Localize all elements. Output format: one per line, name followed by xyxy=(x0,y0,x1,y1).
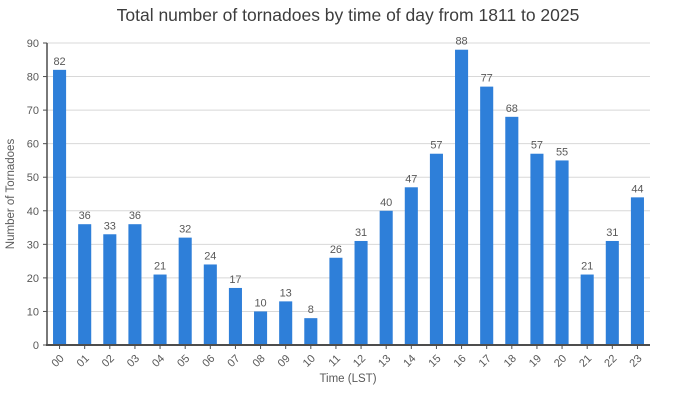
y-tick-label: 80 xyxy=(27,72,39,84)
x-tick-label: 21 xyxy=(577,353,594,370)
x-tick-label: 06 xyxy=(200,353,217,370)
x-tick-label: 11 xyxy=(326,353,343,370)
x-tick-label: 22 xyxy=(602,353,619,370)
bar xyxy=(329,257,343,345)
x-tick-label: 05 xyxy=(175,353,192,370)
bar xyxy=(103,234,117,345)
bar xyxy=(279,301,293,345)
y-tick-label: 40 xyxy=(27,206,39,218)
x-tick-label: 03 xyxy=(125,353,142,370)
axes xyxy=(46,43,650,346)
x-tick-label: 18 xyxy=(502,353,519,370)
bar xyxy=(153,274,167,345)
bar xyxy=(203,264,217,345)
y-axis-title: Number of Tornadoes xyxy=(5,139,17,250)
bar-value-label: 10 xyxy=(254,297,266,309)
bar-value-label: 24 xyxy=(204,250,216,262)
bar-value-label: 47 xyxy=(405,173,417,185)
chart-title: Total number of tornadoes by time of day… xyxy=(117,5,580,25)
bar-value-label: 44 xyxy=(631,183,643,195)
bar xyxy=(404,187,418,345)
bar-value-label: 31 xyxy=(355,227,367,239)
y-tick-label: 20 xyxy=(27,273,39,285)
bar-value-label: 8 xyxy=(308,304,314,316)
bar-value-label: 26 xyxy=(330,244,342,256)
x-tick-label: 00 xyxy=(50,353,67,370)
x-tick-label: 08 xyxy=(251,353,268,370)
bar xyxy=(304,318,318,345)
bar-value-label: 13 xyxy=(280,287,292,299)
y-tick-label: 70 xyxy=(27,105,39,117)
bar xyxy=(254,311,268,345)
bar xyxy=(505,116,519,345)
x-tick-label: 10 xyxy=(301,353,318,370)
bar xyxy=(580,274,594,345)
bar-value-label: 21 xyxy=(581,261,593,273)
bar-value-label: 33 xyxy=(104,220,116,232)
y-tick-label: 60 xyxy=(27,139,39,151)
bar xyxy=(354,240,368,345)
bar xyxy=(455,49,469,345)
x-tick-label: 04 xyxy=(150,353,167,370)
x-tick-label: 19 xyxy=(527,353,544,370)
x-tick-label: 09 xyxy=(276,353,293,370)
bar xyxy=(128,224,142,345)
x-tick-label: 17 xyxy=(477,353,494,370)
bar-value-label: 21 xyxy=(154,261,166,273)
x-tick-label: 15 xyxy=(426,353,443,370)
bar xyxy=(605,240,619,345)
bar xyxy=(178,237,192,345)
x-tick-label: 20 xyxy=(552,353,569,370)
x-tick-label: 16 xyxy=(452,353,469,370)
bar xyxy=(53,69,67,345)
bar-value-label: 55 xyxy=(556,146,568,158)
y-tick-label: 30 xyxy=(27,239,39,251)
bar-series: 82 36 33 36 21 32 24 17 10 13 8 26 31 40 47 57 88 77 68 57 5… xyxy=(53,36,644,345)
bar-value-label: 77 xyxy=(481,73,493,85)
y-tick-label: 50 xyxy=(27,172,39,184)
bar-value-label: 57 xyxy=(430,140,442,152)
bar-value-label: 82 xyxy=(53,56,65,68)
bar-value-label: 17 xyxy=(229,274,241,286)
x-axis-title: Time (LST) xyxy=(319,373,376,385)
bar xyxy=(429,153,443,345)
x-tick-label: 01 xyxy=(75,353,92,370)
x-tick-label: 12 xyxy=(351,353,368,370)
bar xyxy=(630,197,644,345)
bar-value-label: 32 xyxy=(179,224,191,236)
bar-value-label: 68 xyxy=(506,103,518,115)
x-tick-label: 02 xyxy=(100,353,117,370)
bar xyxy=(78,224,92,345)
y-tick-label: 10 xyxy=(27,306,39,318)
y-tick-label: 90 xyxy=(27,38,39,50)
bar xyxy=(555,160,569,345)
x-tick-label: 13 xyxy=(376,353,393,370)
x-tick-label: 23 xyxy=(627,353,644,370)
bar-value-label: 40 xyxy=(380,197,392,209)
bar-value-label: 88 xyxy=(455,36,467,48)
bar xyxy=(228,287,242,345)
bar-value-label: 31 xyxy=(606,227,618,239)
bar xyxy=(530,153,544,345)
bar-value-label: 36 xyxy=(79,210,91,222)
y-tick-label: 0 xyxy=(33,340,39,352)
bar-value-label: 57 xyxy=(531,140,543,152)
bar-value-label: 36 xyxy=(129,210,141,222)
bar xyxy=(480,86,494,345)
x-tick-label: 07 xyxy=(225,353,242,370)
x-tick-label: 14 xyxy=(401,353,418,370)
bar xyxy=(379,210,393,345)
gridlines xyxy=(47,42,650,312)
